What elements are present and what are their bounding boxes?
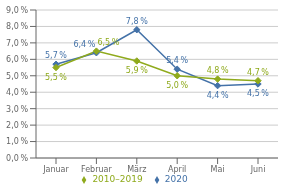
svg-text:4,7 %: 4,7 %	[247, 68, 269, 77]
svg-text:Januar: Januar	[42, 165, 69, 174]
svg-text:7,0 %: 7,0 %	[8, 39, 28, 48]
svg-text:4,4 %: 4,4 %	[207, 91, 229, 100]
svg-text:9,0 %: 9,0 %	[8, 6, 28, 15]
svg-text:0,0 %: 0,0 %	[8, 154, 28, 163]
html-text:2010–2019: 2010–2019	[92, 174, 143, 184]
svg-text:3,0 %: 3,0 %	[8, 105, 28, 114]
svg-text:5,7 %: 5,7 %	[45, 51, 67, 60]
svg-text:7,8 %: 7,8 %	[126, 17, 148, 26]
svg-text:4,0 %: 4,0 %	[8, 88, 28, 97]
svg-text:6,0 %: 6,0 %	[8, 55, 28, 64]
svg-text:Mai: Mai	[211, 165, 225, 174]
svg-text:6,4 %: 6,4 %	[73, 40, 95, 49]
svg-text:5,4 %: 5,4 %	[166, 56, 188, 65]
svg-text:April: April	[168, 165, 186, 174]
svg-text:5,9 %: 5,9 %	[126, 66, 148, 75]
svg-text:Februar: Februar	[81, 165, 112, 174]
svg-text:2,0 %: 2,0 %	[8, 121, 28, 130]
svg-text:4,8 %: 4,8 %	[207, 66, 229, 75]
svg-text:8,0 %: 8,0 %	[8, 22, 28, 31]
svg-text:5,5 %: 5,5 %	[45, 73, 67, 82]
svg-text:5,0 %: 5,0 %	[8, 72, 28, 81]
svg-text:6,5 %: 6,5 %	[97, 38, 119, 47]
svg-text:Juni: Juni	[250, 165, 266, 174]
svg-text:4,5 %: 4,5 %	[247, 89, 269, 98]
html-text:2020: 2020	[164, 174, 188, 184]
svg-text:März: März	[127, 165, 146, 174]
svg-text:5,0 %: 5,0 %	[166, 81, 188, 90]
svg-text:1,0 %: 1,0 %	[8, 137, 28, 146]
